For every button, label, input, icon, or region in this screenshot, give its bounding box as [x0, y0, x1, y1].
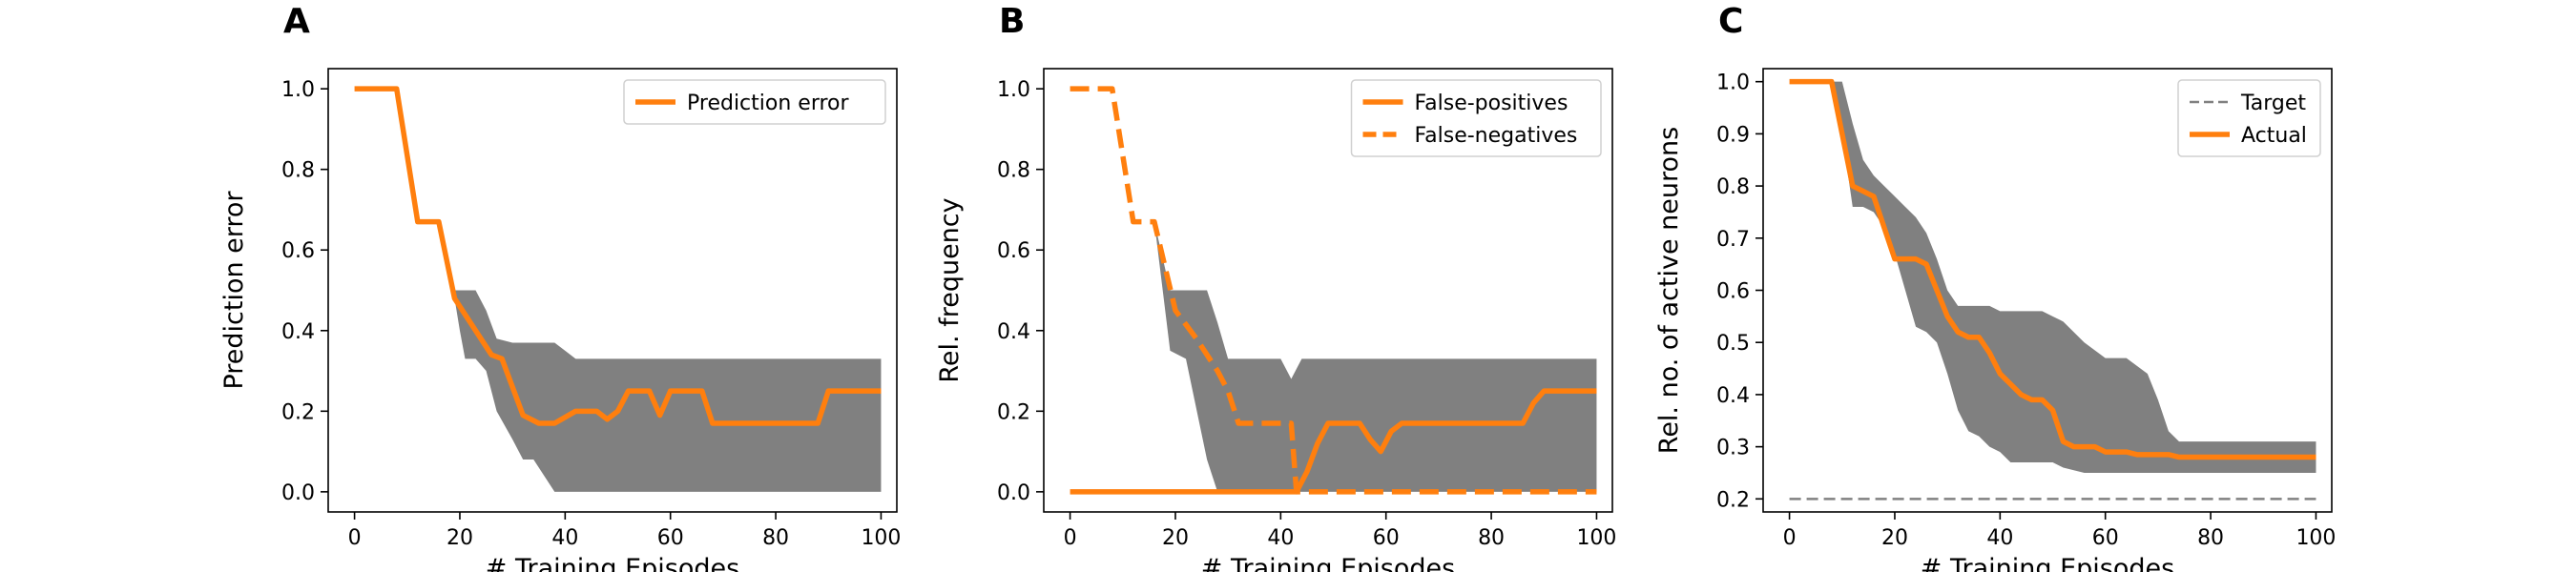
y-tick-label: 0.4	[1716, 384, 1750, 408]
panel-letter: C	[1718, 2, 1743, 41]
legend-box	[2177, 79, 2321, 157]
x-tick-label: 20	[1881, 526, 1908, 550]
range-band	[1831, 81, 2316, 473]
plot-area	[1789, 78, 2316, 500]
y-axis-label: Rel. frequency	[935, 197, 965, 382]
legend-label: Prediction error	[687, 92, 849, 115]
y-tick-label: 0.2	[1716, 488, 1750, 512]
x-tick-label: 80	[1478, 526, 1505, 550]
x-tick-label: 60	[2092, 526, 2119, 550]
y-tick-label: 1.0	[1716, 72, 1750, 95]
y-tick-label: 0.8	[1716, 175, 1750, 199]
panel-b: B 0 20 40 60 80 100 0.0 0.2 0.4 0.6 0.8 1.0 # Trainin…	[935, 2, 1616, 572]
plot-area	[354, 86, 882, 492]
x-tick-label: 60	[1373, 526, 1400, 550]
range-band	[1153, 221, 1597, 492]
x-axis-label: # Training Episodes	[486, 554, 739, 572]
panel-letter: B	[999, 2, 1025, 41]
legend-label: False-negatives	[1415, 124, 1578, 148]
x-tick-label: 0	[1783, 526, 1797, 550]
x-axis-label: # Training Episodes	[1921, 554, 2174, 572]
y-tick-label: 0.8	[281, 159, 315, 183]
x-tick-label: 0	[1064, 526, 1077, 550]
x-tick-label: 20	[447, 526, 473, 550]
axes-frame	[327, 68, 898, 513]
x-tick-label: 100	[2296, 526, 2336, 550]
y-tick-label: 0.4	[997, 320, 1030, 344]
x-tick-label: 40	[1986, 526, 2013, 550]
y-tick-label: 0.7	[1716, 228, 1750, 252]
y-tick-label: 1.0	[997, 78, 1030, 102]
legend: Prediction error	[623, 79, 886, 125]
x-tick-label: 100	[1576, 526, 1616, 550]
y-tick-label: 0.6	[281, 239, 315, 263]
x-tick-label: 80	[762, 526, 789, 550]
legend-box	[623, 79, 886, 125]
y-tick-label: 0.4	[281, 320, 315, 344]
y-tick-label: 0.9	[1716, 123, 1750, 147]
y-tick-label: 1.0	[281, 78, 315, 102]
axes-frame	[1043, 68, 1613, 513]
legend: False-positives False-negatives	[1350, 79, 1602, 157]
y-tick-label: 0.0	[997, 481, 1030, 505]
y-axis-label: Rel. no. of active neurons	[1654, 127, 1684, 454]
legend: Target Actual	[2177, 79, 2321, 157]
y-tick-label: 0.5	[1716, 332, 1750, 356]
series-line-1	[354, 86, 882, 426]
x-tick-label: 100	[861, 526, 901, 550]
x-axis-label: # Training Episodes	[1201, 554, 1455, 572]
legend-label: Target	[2240, 92, 2306, 115]
x-tick-label: 80	[2197, 526, 2224, 550]
range-band	[438, 221, 882, 492]
panel-letter: A	[283, 2, 310, 41]
legend-box	[1350, 79, 1602, 157]
x-tick-label: 60	[657, 526, 684, 550]
y-tick-label: 0.6	[1716, 280, 1750, 304]
series-line-2	[1070, 86, 1597, 495]
legend-label: Actual	[2241, 124, 2307, 148]
y-tick-label: 0.3	[1716, 437, 1750, 460]
x-tick-label: 40	[551, 526, 578, 550]
y-tick-label: 0.8	[997, 159, 1030, 183]
y-tick-label: 0.2	[997, 400, 1030, 424]
panel-c: C 0 20 40 60 80 100 0.2 0.3 0.4 0.5 0.6 0.7 0.8 0.9 1.0…	[1654, 2, 2336, 572]
y-tick-label: 0.0	[281, 481, 315, 505]
panel-a: A 0 20 40 60 80 100 0.0 0.2 0.4 0.6 0.8 1.0 # Trainin…	[219, 2, 901, 572]
y-tick-label: 0.6	[997, 239, 1030, 263]
legend-label: False-positives	[1415, 92, 1568, 115]
series-line-2	[1789, 78, 2316, 460]
x-tick-label: 0	[348, 526, 362, 550]
x-tick-label: 40	[1267, 526, 1294, 550]
y-axis-label: Prediction error	[219, 191, 249, 390]
x-tick-label: 20	[1162, 526, 1189, 550]
plot-area	[1070, 86, 1597, 495]
y-tick-label: 0.2	[281, 400, 315, 424]
